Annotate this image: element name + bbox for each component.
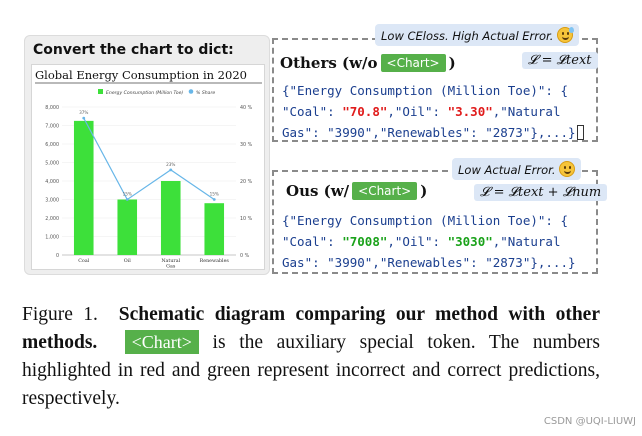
y-tick-label: 2,000 (45, 216, 59, 222)
y2-tick-label: 10 % (240, 216, 253, 222)
code-line: Gas": "3990","Renewables": "2873"},...} (282, 125, 576, 140)
coal-value-incorrect: "70.8" (342, 104, 388, 119)
code-key: ,"Natural (492, 234, 561, 249)
caption-rest: is the auxiliary special token. The numb… (22, 332, 601, 409)
share-point (125, 198, 129, 201)
oil-value-incorrect: "3.30" (447, 104, 493, 119)
y-tick-label: 3,000 (45, 198, 59, 204)
bar (204, 203, 225, 255)
share-point (82, 116, 86, 120)
y-tick-label: 4,000 (45, 179, 59, 185)
code-line: {"Energy Consumption (Million Toe)": { (282, 213, 568, 228)
figure-caption: Figure 1. Schematic diagram comparing ou… (22, 301, 600, 413)
ours-formula: 𝓛 = 𝓛text + 𝓛num (474, 184, 608, 201)
y-tick-label: 1,000 (45, 235, 59, 241)
x-tick-label: Gas (166, 264, 176, 270)
bar (73, 120, 94, 255)
code-key: ,"Oil": (387, 234, 448, 249)
data-label: 37% (79, 110, 88, 115)
ours-note-text: Low Actual Error. (458, 163, 556, 177)
y2-tick-label: 30 % (240, 142, 253, 148)
code-line: {"Energy Consumption (Million Toe)": { (282, 83, 568, 98)
x-tick-label: Coal (78, 258, 89, 264)
caption-bold: Schematic diagram comparing our method w… (22, 304, 600, 353)
watermark: CSDN @UQI-LIUWJ (543, 416, 636, 427)
others-code: {"Energy Consumption (Million Toe)": { "… (282, 80, 584, 143)
bar (117, 199, 138, 255)
share-line (83, 117, 215, 201)
legend-swatch-bar (98, 89, 103, 94)
others-label-prefix: Others (w/o (280, 54, 378, 72)
ours-formula-text: 𝓛 = 𝓛text + 𝓛num (474, 184, 608, 201)
others-note: Low CEloss. High Actual Error. (375, 24, 580, 46)
others-label-suffix: ) (448, 54, 456, 72)
chart-token: <Chart> (352, 182, 418, 200)
chart-token: <Chart> (380, 54, 446, 72)
code-key: ,"Natural (492, 104, 561, 119)
smile-emoji-icon (559, 161, 576, 177)
y-tick-label: 0 (56, 253, 59, 259)
figure-number: Figure 1. (22, 304, 98, 325)
text-cursor-icon (576, 125, 584, 140)
y-tick-label: 6,000 (45, 142, 59, 148)
y2-tick-label: 0 % (240, 253, 250, 259)
ours-label-suffix: ) (420, 182, 428, 200)
chart-title: Global Energy Consumption in 2020 (35, 68, 247, 82)
others-formula: 𝓛 = 𝓛text (522, 52, 598, 69)
y-tick-label: 5,000 (45, 161, 59, 167)
y2-tick-label: 40 % (240, 105, 253, 111)
code-key: "Coal": (282, 104, 343, 119)
legend-swatch-line (188, 89, 194, 94)
code-line: Gas": "3990","Renewables": "2873"},...} (282, 255, 576, 270)
chart-panel: Convert the chart to dict: Global Energy… (24, 35, 270, 275)
bar-chart: Global Energy Consumption in 2020 Energy … (35, 68, 262, 270)
y-tick-label: 7,000 (45, 124, 59, 130)
others-formula-text: 𝓛 = 𝓛text (522, 52, 598, 69)
share-point (169, 168, 173, 172)
share-point (212, 198, 216, 201)
data-label: 15% (123, 192, 132, 197)
data-label: 23% (166, 162, 175, 167)
ours-code: {"Energy Consumption (Million Toe)": { "… (282, 210, 576, 273)
legend-label: % Share (196, 90, 215, 96)
ours-label: Ous (w/ <Chart> ) (286, 182, 427, 200)
coal-value-correct: "7008" (342, 234, 388, 249)
oil-value-correct: "3030" (447, 234, 493, 249)
caption-chart-token: <Chart> (124, 330, 199, 354)
data-label: 15% (210, 192, 219, 197)
x-tick-label: Natural (161, 258, 180, 264)
code-key: "Coal": (282, 234, 343, 249)
chart-container: Global Energy Consumption in 2020 Energy … (31, 64, 265, 270)
legend-label: Energy Consumption (Million Toe) (106, 90, 183, 96)
x-tick-label: Oil (124, 258, 131, 264)
ours-note: Low Actual Error. (452, 158, 582, 180)
x-tick-label: Renewables (200, 258, 230, 264)
panel-title: Convert the chart to dict: (33, 42, 234, 58)
others-label: Others (w/o <Chart> ) (280, 54, 456, 72)
sweat-smile-emoji-icon (557, 27, 575, 43)
y-tick-label: 8,000 (45, 105, 59, 111)
y2-tick-label: 20 % (240, 179, 253, 185)
others-note-text: Low CEloss. High Actual Error. (381, 29, 554, 43)
bar (160, 181, 181, 255)
ours-label-prefix: Ous (w/ (286, 182, 350, 200)
code-key: ,"Oil": (387, 104, 448, 119)
